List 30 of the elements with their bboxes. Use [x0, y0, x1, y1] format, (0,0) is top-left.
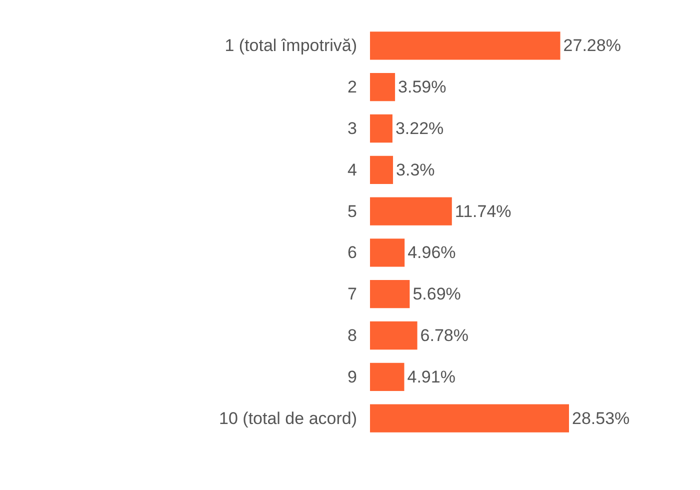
data-label: 28.53%	[572, 408, 630, 428]
y-tick-label: 5	[348, 202, 357, 221]
y-tick-label: 7	[348, 284, 357, 304]
bar	[370, 73, 396, 102]
data-label: 5.69%	[412, 284, 461, 304]
bar	[370, 156, 394, 184]
data-label: 3.22%	[395, 119, 444, 138]
bar	[370, 238, 405, 267]
bar	[370, 404, 569, 432]
y-tick-label: 6	[348, 243, 357, 262]
bar	[370, 32, 560, 60]
y-tick-label: 1 (total împotrivă)	[224, 36, 357, 56]
data-label: 11.74%	[454, 202, 512, 221]
data-label: 3.3%	[396, 160, 435, 180]
bar	[370, 362, 404, 391]
y-tick-label: 3	[348, 119, 357, 138]
bar	[370, 114, 392, 143]
y-tick-label: 4	[348, 160, 357, 180]
data-label: 4.96%	[408, 243, 456, 262]
y-tick-label: 9	[348, 367, 357, 386]
bar	[370, 321, 418, 350]
bar	[370, 280, 410, 308]
data-label: 6.78%	[420, 326, 468, 345]
y-tick-label: 2	[348, 78, 357, 97]
data-label: 4.91%	[407, 367, 456, 386]
bar	[370, 197, 452, 226]
data-label: 3.59%	[398, 78, 446, 97]
y-tick-label: 8	[348, 326, 357, 345]
y-tick-label: 10 (total de acord)	[219, 408, 357, 428]
data-label: 27.28%	[563, 36, 621, 56]
